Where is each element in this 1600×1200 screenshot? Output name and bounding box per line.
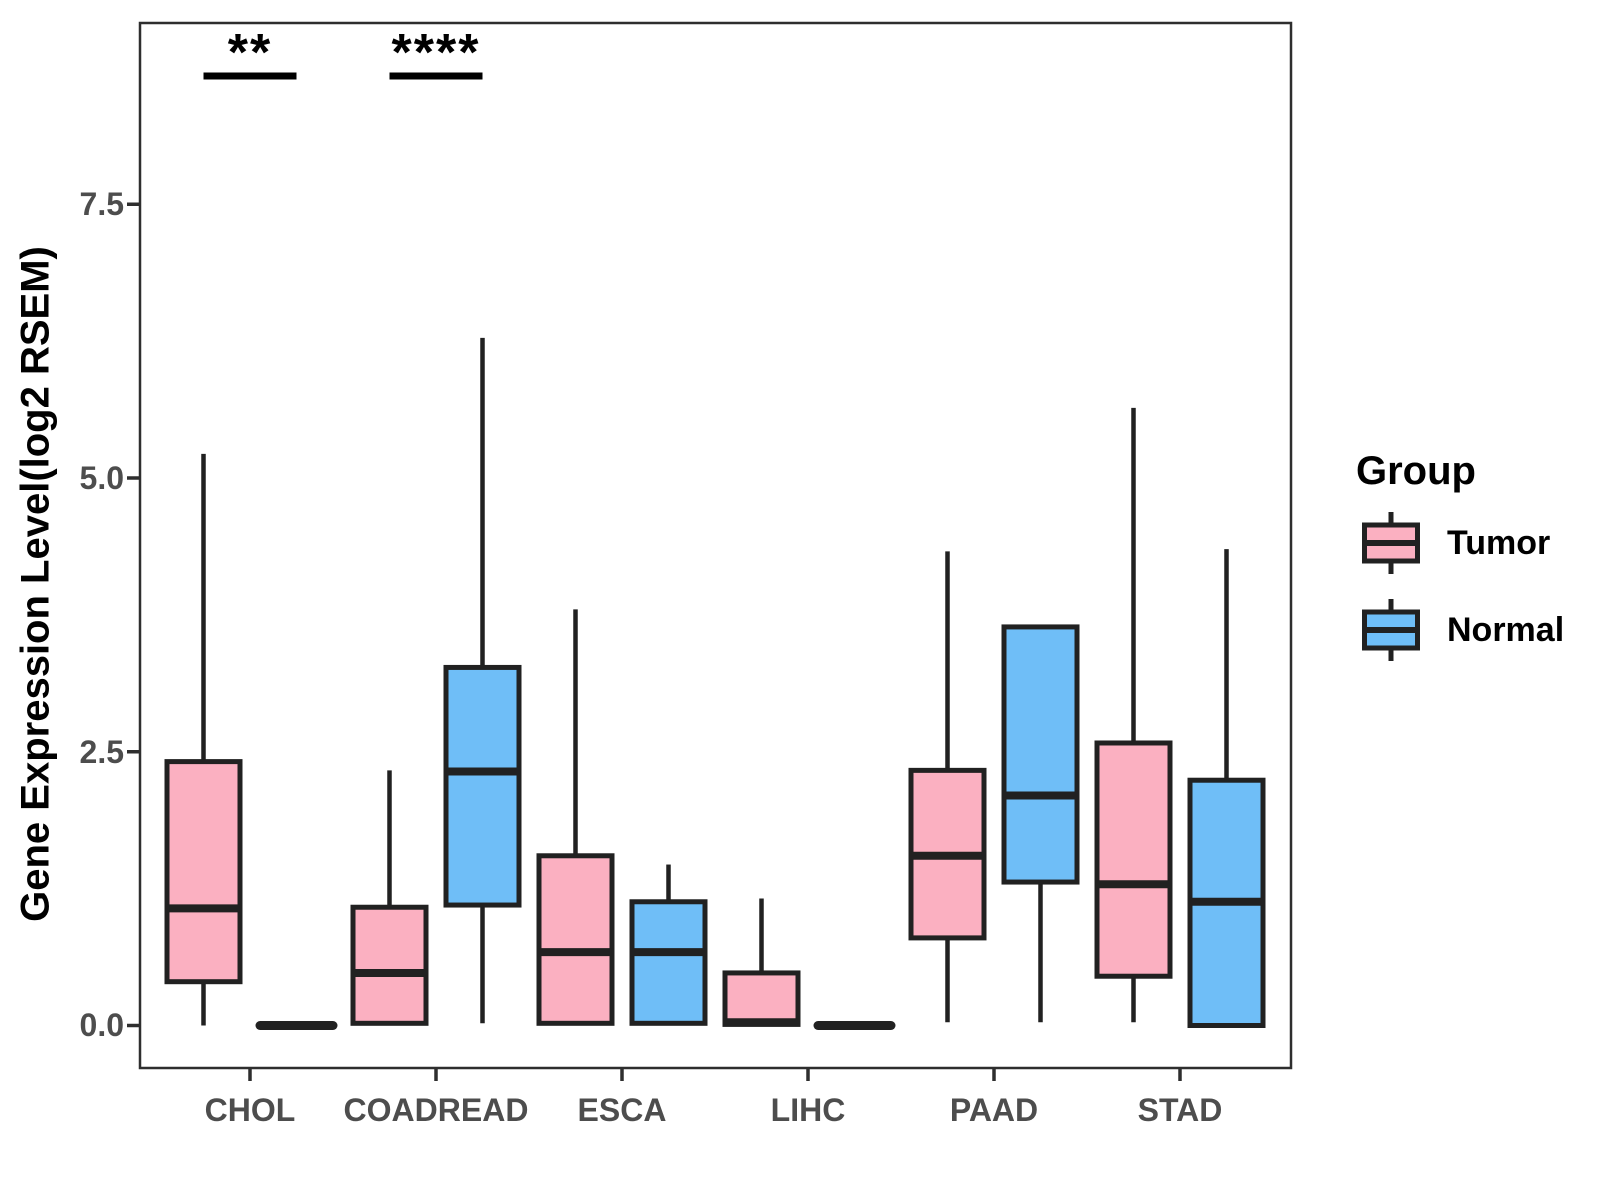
y-tick-label: 7.5 [79,186,124,222]
y-tick-label: 0.0 [79,1007,124,1043]
y-axis-title: Gene Expression Level(log2 RSEM) [13,246,58,922]
x-tick-label-chol: CHOL [204,1092,296,1128]
legend-label-normal: Normal [1447,611,1565,649]
box-normal [1001,624,1080,885]
significance-stars-coadread: **** [391,24,481,82]
box-tumor [1094,740,1173,979]
legend-label-tumor: Tumor [1447,524,1551,562]
box-tumor [536,853,615,1026]
x-tick-label-lihc: LIHC [770,1092,846,1128]
significance-stars-chol: ** [227,24,273,82]
legend-title: Group [1356,449,1476,493]
y-tick-label: 2.5 [79,734,124,770]
legend-key-tumor-icon [1362,512,1420,574]
box-tumor [350,904,429,1026]
box-tumor [164,759,243,985]
x-tick-label-stad: STAD [1137,1092,1223,1128]
box-normal [443,664,522,908]
box-normal [629,899,708,1026]
x-tick-label-esca: ESCA [577,1092,667,1128]
y-tick-label: 5.0 [79,460,124,496]
x-tick-label-coadread: COADREAD [343,1092,529,1128]
box-tumor [722,970,801,1027]
panel-border [138,21,1293,1070]
x-tick-label-paad: PAAD [949,1092,1039,1128]
legend-key-normal-icon [1362,599,1420,661]
